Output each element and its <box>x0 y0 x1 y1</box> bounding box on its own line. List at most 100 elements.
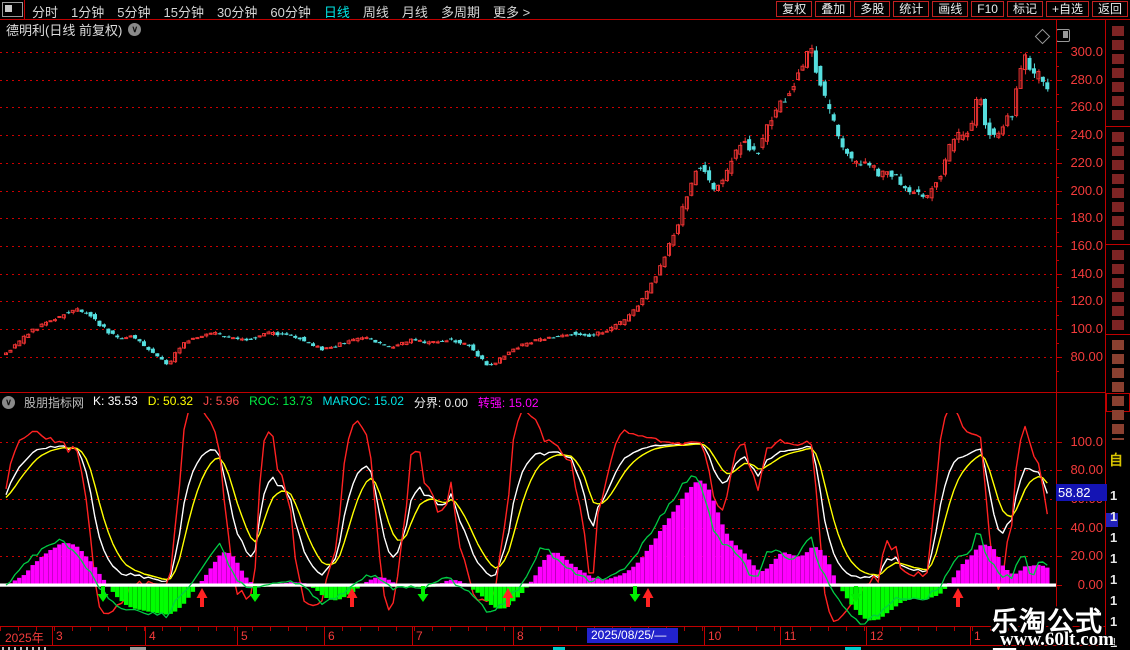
indicator-values: K: 35.53 D: 50.32 J: 5.96 ROC: 13.73 MAROC: … <box>93 394 539 411</box>
period-item-60分钟[interactable]: 60分钟 <box>270 5 311 20</box>
x-axis-month-separator <box>866 627 867 645</box>
x-axis-month-12: 12 <box>870 629 884 643</box>
x-axis-month-separator <box>412 627 413 645</box>
top-toolbar: 分时 1分钟 5分钟 15分钟 30分钟 60分钟 日线 周线 月线 多周期 更多 > 复权 叠加 多股… <box>0 0 1130 21</box>
main-axis-minor-tick <box>1056 370 1059 372</box>
action-button-+自选[interactable]: +自选 <box>1045 1 1089 17</box>
period-item-日线[interactable]: 日线 <box>323 5 350 20</box>
period-item-周线[interactable]: 周线 <box>362 5 389 20</box>
x-axis-month-separator <box>324 627 325 645</box>
x-axis-month-3: 3 <box>56 629 63 643</box>
main-axis-tick <box>1056 162 1062 164</box>
main-axis-tick <box>1056 273 1062 275</box>
action-button-画线[interactable]: 画线 <box>932 1 969 17</box>
chevron-down-icon[interactable]: ∨ <box>128 22 142 36</box>
main-axis-minor-tick <box>1056 287 1059 289</box>
period-item-1分钟[interactable]: 1分钟 <box>71 5 105 20</box>
period-item-更多 >[interactable]: 更多 > <box>492 5 531 20</box>
sidebar-selected-row <box>1106 513 1118 527</box>
layout-split-icon[interactable] <box>2 2 23 17</box>
sub-axis-label-40.00: 40.00 <box>1070 519 1103 535</box>
period-item-月线[interactable]: 月线 <box>401 5 428 20</box>
sub-axis-tick <box>1056 470 1062 472</box>
sidebar-digit: 1 <box>1110 551 1118 566</box>
action-button-F10[interactable]: F10 <box>971 1 1004 17</box>
main-axis-minor-tick <box>1056 315 1059 317</box>
main-axis-minor-tick <box>1056 342 1059 344</box>
indicator-header: ∨ 股朋指标网 K: 35.53 D: 50.32 J: 5.96 ROC: 13.7… <box>2 394 539 411</box>
right-sidebar-strip[interactable]: 自 1 1 1 1 1 1 1 1 <box>1106 20 1130 650</box>
main-candlestick-chart[interactable] <box>0 39 1056 392</box>
statusbar-fragment <box>130 647 146 650</box>
action-button-多股[interactable]: 多股 <box>854 1 891 17</box>
x-axis-month-10: 10 <box>708 629 722 643</box>
sidebar-digit: 1 <box>1110 488 1118 503</box>
action-button-标记[interactable]: 标记 <box>1006 1 1043 17</box>
sidebar-highlight-char: 自 <box>1109 452 1123 468</box>
main-axis-minor-tick <box>1056 93 1059 95</box>
x-axis-month-separator <box>970 627 971 645</box>
x-axis-month-11: 11 <box>784 629 797 643</box>
action-button-返回[interactable]: 返回 <box>1091 1 1128 17</box>
main-axis-label-280.0: 280.0 <box>1070 71 1103 87</box>
indicator-field-转强: 转强: 15.02 <box>477 396 539 410</box>
indicator-field-ROC: ROC: 13.73 <box>249 394 313 408</box>
sub-axis-label-100.0: 100.0 <box>1070 433 1103 449</box>
main-axis-tick <box>1056 329 1062 330</box>
indicator-oscillator-chart[interactable] <box>0 413 1056 626</box>
main-axis-label-180.0: 180.0 <box>1070 210 1103 226</box>
main-axis-label-200.0: 200.0 <box>1070 182 1103 198</box>
sidebar-digit: 1 <box>1110 593 1118 608</box>
main-axis-minor-tick <box>1056 176 1059 178</box>
title-row: 德明利(日线 前复权) ∨ <box>6 21 142 38</box>
x-axis-month-5: 5 <box>241 629 248 643</box>
main-axis-minor-tick <box>1056 259 1059 261</box>
indicator-field-MAROC: MAROC: 15.02 <box>322 394 404 408</box>
watermark-site-name: 乐淘公式网 <box>991 607 1103 650</box>
main-axis-label-160.0: 160.0 <box>1070 237 1103 253</box>
sidebar-digit: 1 <box>1110 530 1118 545</box>
sidebar-digit: 1 <box>1110 572 1118 587</box>
sub-axis-label-0.00: 0.00 <box>1077 577 1103 592</box>
indicator-field-J: J: 5.96 <box>203 394 240 408</box>
sub-axis-label-80.00: 80.00 <box>1070 462 1103 478</box>
main-axis-label-260.0: 260.0 <box>1070 99 1103 115</box>
x-axis-month-separator <box>237 627 238 645</box>
indicator-collapse-icon[interactable]: ∨ <box>2 396 15 409</box>
sub-axis-tick <box>1056 556 1062 558</box>
statusbar-fragment <box>845 647 861 650</box>
sidebar-digit: 1 <box>1110 509 1118 524</box>
main-axis-label-80.00: 80.00 <box>1070 348 1103 364</box>
x-axis-month-6: 6 <box>328 629 335 643</box>
period-menu: 分时 1分钟 5分钟 15分钟 30分钟 60分钟 日线 周线 月线 多周期 更多 > <box>32 2 530 21</box>
indicator-field-分界: 分界: 0.00 <box>413 396 468 410</box>
period-item-30分钟[interactable]: 30分钟 <box>216 5 258 20</box>
x-axis-month-separator <box>704 627 705 645</box>
period-item-分时[interactable]: 分时 <box>32 5 59 20</box>
sidebar-digit: 1 <box>1110 635 1118 650</box>
main-axis-minor-tick <box>1056 232 1059 233</box>
main-axis-label-100.0: 100.0 <box>1070 321 1103 336</box>
split-window-icon[interactable] <box>1056 29 1070 42</box>
main-axis-tick <box>1056 301 1062 303</box>
indicator-last-value-marker: 58.82 <box>1056 484 1107 501</box>
period-item-5分钟[interactable]: 5分钟 <box>117 5 151 20</box>
indicator-field-K: K: 35.53 <box>93 394 138 408</box>
x-axis-month-separator <box>145 627 146 645</box>
main-axis-tick <box>1056 190 1062 192</box>
action-button-统计[interactable]: 统计 <box>893 1 930 17</box>
main-axis-label-300.0: 300.0 <box>1070 44 1103 59</box>
indicator-name: 股朋指标网 <box>24 396 85 410</box>
period-item-多周期[interactable]: 多周期 <box>440 5 480 20</box>
main-axis-minor-tick <box>1056 148 1059 150</box>
action-button-复权[interactable]: 复权 <box>776 1 813 17</box>
action-buttons: 复权 叠加 多股 统计 画线 F10 标记 +自选 返回 <box>776 1 1128 17</box>
x-axis-month-4: 4 <box>149 629 156 643</box>
main-axis-tick <box>1056 245 1062 247</box>
x-axis-month-1: 1 <box>974 629 981 643</box>
action-button-叠加[interactable]: 叠加 <box>815 1 852 17</box>
main-axis-tick <box>1056 52 1062 53</box>
period-item-15分钟[interactable]: 15分钟 <box>163 5 204 20</box>
main-axis-label-120.0: 120.0 <box>1070 293 1103 309</box>
